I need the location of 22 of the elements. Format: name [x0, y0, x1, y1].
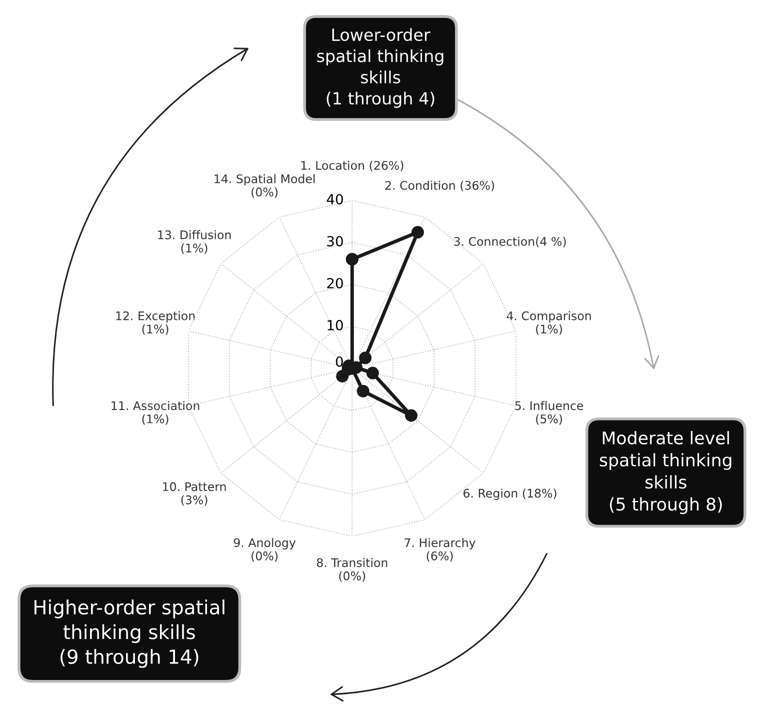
- spoke-label: 14. Spatial Model (0%): [214, 174, 315, 198]
- text: Lower-order spatial thinking skills (1 through 4): [317, 28, 444, 108]
- spoke-label: 1. Location (26%): [301, 160, 404, 172]
- spoke-label: 9. Anology (0%): [234, 538, 296, 562]
- spoke-label: 13. Diffusion (1%): [158, 230, 231, 254]
- y-tick-label: 10: [328, 320, 343, 330]
- spoke-label: 10. Pattern (3%): [163, 482, 226, 506]
- spoke-label: 11. Association (1%): [112, 400, 200, 425]
- spoke-label: 8. Transition (0%): [316, 558, 388, 582]
- y-tick-label: 40: [326, 194, 343, 205]
- spoke-label: 7. Hierarchy (6%): [404, 538, 476, 562]
- text: Moderate level spatial thinking skills (5 through 8): [600, 431, 732, 514]
- spoke-label: 12. Exception (1%): [116, 311, 195, 335]
- y-tick-label: 30: [327, 236, 343, 246]
- y-tick-label: 20: [327, 278, 343, 288]
- spoke-label: 6. Region (18%): [464, 488, 556, 500]
- spoke-label: 3. Connection(4 %): [454, 236, 566, 248]
- spoke-label: 2. Condition (36%): [385, 180, 494, 192]
- spoke-label: 5. Influence (5%): [515, 400, 584, 425]
- spoke-label: 4. Comparison (1%): [506, 311, 591, 335]
- text: Higher-order spatial thinking skills (9 through 14): [34, 600, 224, 668]
- y-tick-label: 0: [336, 356, 343, 367]
